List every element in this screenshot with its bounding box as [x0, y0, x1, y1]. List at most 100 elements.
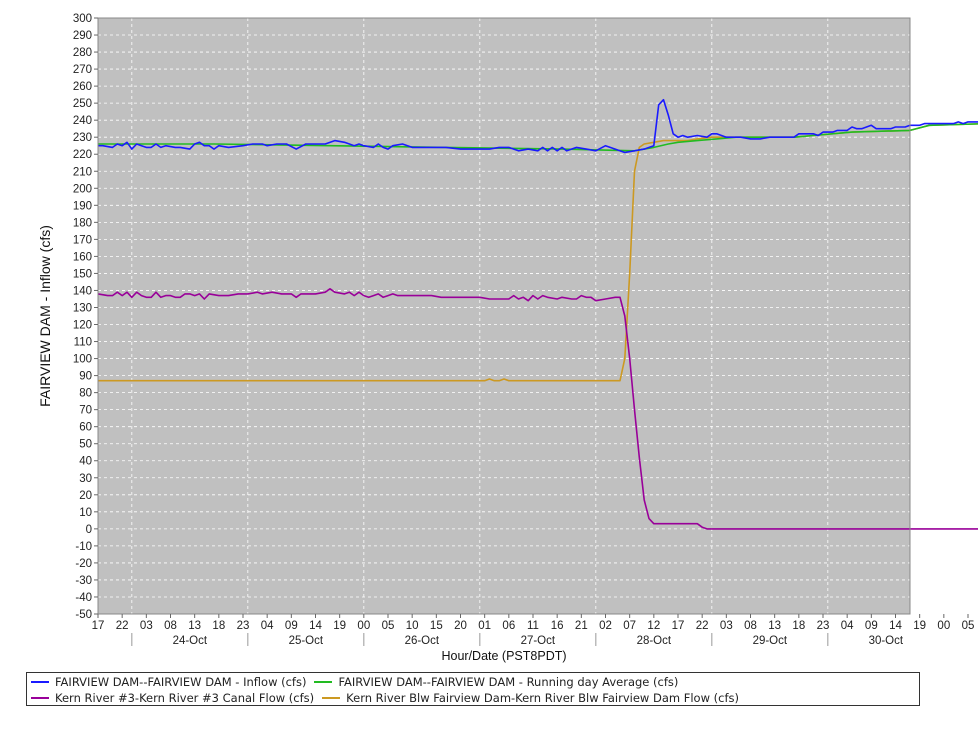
- x-tick-label: 20: [454, 620, 467, 632]
- legend-item: Kern River Blw Fairview Dam-Kern River B…: [322, 691, 739, 705]
- y-tick-label: 100: [73, 354, 92, 366]
- x-tick-label: 17: [92, 620, 105, 632]
- series-line-2: [97, 287, 978, 530]
- y-tick-label: 0: [86, 524, 92, 536]
- x-tick-label: 05: [962, 620, 975, 632]
- x-tick-label: 07: [623, 620, 636, 632]
- y-tick-label: 120: [73, 320, 92, 332]
- plot-area: [98, 18, 910, 614]
- x-tick-label: 17: [672, 620, 685, 632]
- x-tick-label: 04: [841, 620, 854, 632]
- y-tick-label: 230: [73, 132, 92, 144]
- y-tick-label: 90: [79, 371, 92, 383]
- x-tick-label: 06: [502, 620, 515, 632]
- y-tick-label: 170: [73, 234, 92, 246]
- x-tick-label: 02: [599, 620, 612, 632]
- x-tick-label: 22: [696, 620, 709, 632]
- x-axis: 17 22 03 08 13 18 23 04 09 14 19 00 05 10 15 20 01 06 11 16…: [92, 614, 975, 647]
- x-tick-label: 13: [768, 620, 781, 632]
- x-tick-label: 19: [913, 620, 926, 632]
- y-tick-label: 20: [79, 490, 92, 502]
- x-tick-label: 03: [720, 620, 733, 632]
- y-axis: -50 -40 -30 -20 -10 0 10 20 30 40 50 60 70 80 90 100 110…: [73, 13, 98, 621]
- x-tick-label: 08: [744, 620, 757, 632]
- legend-label: Kern River Blw Fairview Dam-Kern River B…: [346, 691, 739, 705]
- y-tick-label: -50: [75, 609, 92, 621]
- y-tick-label: 110: [74, 337, 92, 349]
- x-tick-label: 15: [430, 620, 443, 632]
- x-tick-label: 14: [309, 620, 322, 632]
- x-tick-label: 22: [116, 620, 129, 632]
- series-line-0: [98, 98, 978, 154]
- x-tick-label: 14: [889, 620, 902, 632]
- y-tick-label: 210: [73, 166, 92, 178]
- x-tick-label: 09: [865, 620, 878, 632]
- x-tick-label: 16: [551, 620, 564, 632]
- y-tick-label: 290: [73, 30, 92, 42]
- y-tick-label: 70: [79, 405, 92, 417]
- legend-label: FAIRVIEW DAM--FAIRVIEW DAM - Running day…: [338, 675, 679, 689]
- y-tick-label: 250: [73, 98, 92, 110]
- x-tick-label: 03: [140, 620, 153, 632]
- y-tick-label: 140: [73, 285, 92, 297]
- y-tick-label: 80: [79, 388, 92, 400]
- x-tick-label: 00: [357, 620, 370, 632]
- y-tick-label: 300: [73, 13, 92, 25]
- x-axis-label: Hour/Date (PST8PDT): [441, 649, 566, 663]
- date-label: 28-Oct: [637, 635, 672, 647]
- y-tick-label: 260: [73, 81, 92, 93]
- y-tick-label: 280: [73, 47, 92, 59]
- x-tick-label: 11: [527, 620, 539, 632]
- date-label: 30-Oct: [869, 635, 904, 647]
- y-tick-label: 270: [73, 64, 92, 76]
- x-tick-label: 23: [817, 620, 830, 632]
- plot-border: [97, 17, 911, 615]
- y-tick-label: 130: [73, 302, 92, 314]
- x-tick-label: 19: [333, 620, 346, 632]
- date-label: 27-Oct: [521, 635, 556, 647]
- legend: FAIRVIEW DAM--FAIRVIEW DAM - Inflow (cfs…: [26, 672, 920, 706]
- y-tick-label: 40: [79, 456, 92, 468]
- y-tick-label: 180: [73, 217, 92, 229]
- legend-item: Kern River #3-Kern River #3 Canal Flow (…: [31, 691, 314, 705]
- y-tick-label: -20: [75, 558, 92, 570]
- y-tick-label: -40: [75, 592, 92, 604]
- y-tick-label: 160: [73, 251, 92, 263]
- y-tick-label: 60: [79, 422, 92, 434]
- date-label: 29-Oct: [753, 635, 788, 647]
- legend-swatch: [322, 697, 341, 699]
- y-tick-label: 200: [73, 183, 92, 195]
- date-label: 25-Oct: [289, 635, 324, 647]
- date-label: 26-Oct: [405, 635, 440, 647]
- x-tick-label: 13: [188, 620, 201, 632]
- y-axis-label: FAIRVIEW DAM - Inflow (cfs): [37, 225, 53, 407]
- legend-label: FAIRVIEW DAM--FAIRVIEW DAM - Inflow (cfs…: [55, 675, 307, 689]
- x-tick-label: 01: [478, 620, 491, 632]
- y-tick-label: 10: [79, 507, 92, 519]
- x-tick-label: 08: [164, 620, 177, 632]
- y-tick-label: 240: [73, 115, 92, 127]
- x-tick-label: 05: [382, 620, 395, 632]
- x-tick-label: 23: [237, 620, 250, 632]
- date-label: 24-Oct: [173, 635, 208, 647]
- y-tick-label: 30: [79, 473, 92, 485]
- legend-item: FAIRVIEW DAM--FAIRVIEW DAM - Running day…: [314, 675, 678, 689]
- y-tick-label: -10: [75, 541, 92, 553]
- y-tick-label: 190: [73, 200, 92, 212]
- y-tick-label: 220: [73, 149, 92, 161]
- y-tick-label: 150: [73, 268, 92, 280]
- x-tick-label: 00: [937, 620, 950, 632]
- legend-swatch: [314, 681, 333, 683]
- legend-swatch: [31, 681, 49, 683]
- x-tick-label: 10: [406, 620, 419, 632]
- legend-item: FAIRVIEW DAM--FAIRVIEW DAM - Inflow (cfs…: [31, 675, 306, 689]
- x-tick-label: 18: [212, 620, 225, 632]
- legend-label: Kern River #3-Kern River #3 Canal Flow (…: [55, 691, 315, 705]
- legend-swatch: [31, 697, 49, 699]
- y-tick-label: -30: [75, 575, 92, 587]
- x-tick-label: 04: [261, 620, 274, 632]
- x-tick-label: 21: [575, 620, 588, 632]
- x-tick-label: 18: [792, 620, 805, 632]
- y-tick-label: 50: [79, 439, 92, 451]
